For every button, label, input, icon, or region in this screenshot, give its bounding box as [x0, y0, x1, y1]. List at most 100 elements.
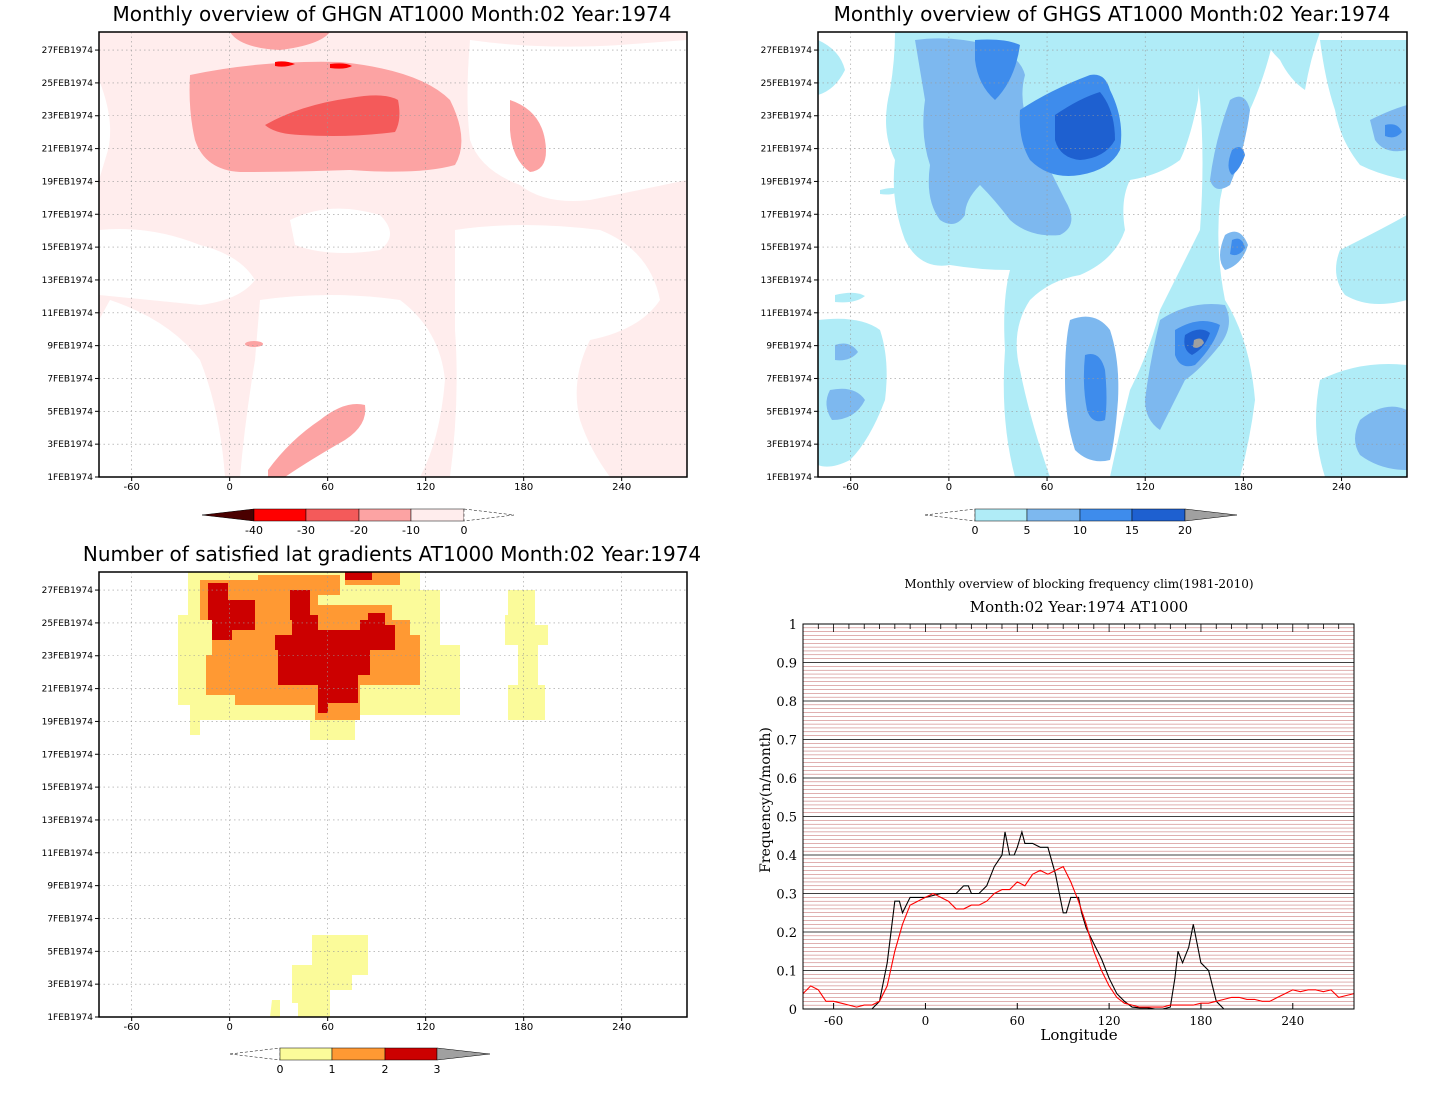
- y-tick-label: 15FEB1974: [42, 783, 94, 793]
- ghgn-white-region: [290, 208, 390, 254]
- ghgs-grid: [818, 32, 1407, 477]
- y-tick-label: 0.2: [776, 926, 797, 941]
- y-tick-label: 25FEB1974: [42, 619, 94, 629]
- ghgs-band-5-10: [826, 388, 865, 420]
- ghgs-colorbar-swatch: [1079, 508, 1133, 522]
- ghgn-colorbar-swatch: [463, 508, 515, 522]
- x-tick-label: 60: [321, 1022, 334, 1033]
- y-tick-label: 1: [789, 618, 797, 633]
- ghgs-band-10-15: [975, 39, 1020, 100]
- y-tick-label: 0.1: [776, 965, 797, 980]
- gradients-band-0-1: [292, 935, 368, 1017]
- y-tick-label: 27FEB1974: [761, 46, 813, 56]
- ghgs-colorbar-label: 5: [1024, 524, 1031, 537]
- y-tick-label: 23FEB1974: [761, 112, 813, 122]
- ghgn-white-region: [99, 80, 111, 180]
- ghgn-colorbar: -40 -30 -20 -10 0: [201, 508, 515, 537]
- gradients-colorbar-label: 3: [434, 1063, 441, 1076]
- ghgn-colorbar-swatch: [305, 508, 360, 522]
- ghgn-panel: Monthly overview of GHGN AT1000 Month:02…: [0, 0, 720, 545]
- x-tick-label: 240: [612, 1022, 631, 1033]
- ghgn-band-neg20: [265, 95, 400, 136]
- ghgn-x-axis: -60 0 60 120 180 240: [123, 477, 631, 493]
- y-tick-label: 15FEB1974: [42, 243, 94, 253]
- y-tick-label: 21FEB1974: [42, 145, 94, 155]
- blocking-panel: Monthly overview of blocking frequency c…: [720, 545, 1440, 1091]
- ghgs-colorbar-label: 20: [1178, 524, 1192, 537]
- y-tick-label: 11FEB1974: [761, 309, 813, 319]
- ghgn-colorbar-swatch: [358, 508, 412, 522]
- y-tick-label: 0.4: [776, 849, 797, 864]
- x-tick-label: 120: [1098, 1014, 1121, 1028]
- y-tick-label: 19FEB1974: [761, 177, 813, 187]
- ghgn-colorbar-label: 0: [461, 524, 468, 537]
- ghgs-x-axis: -60 0 60 120 180 240: [843, 477, 1351, 493]
- y-tick-label: 23FEB1974: [42, 112, 94, 122]
- y-tick-label: 13FEB1974: [42, 276, 94, 286]
- y-tick-label: 11FEB1974: [42, 849, 94, 859]
- gradients-band-0-1: [505, 590, 548, 720]
- y-tick-label: 5FEB1974: [47, 947, 93, 957]
- blocking-x-axis-label: Longitude: [1040, 1026, 1117, 1044]
- gradients-panel: Number of satisfied lat gradients AT1000…: [0, 542, 720, 1091]
- x-tick-label: 180: [514, 1022, 533, 1033]
- ghgn-band-neg10: [230, 32, 330, 50]
- y-tick-label: 0: [789, 1003, 797, 1018]
- y-tick-label: 9FEB1974: [766, 342, 812, 352]
- x-tick-label: 0: [922, 1014, 930, 1028]
- ghgs-band-0-5: [818, 40, 845, 95]
- ghgs-band-15-20: [1055, 92, 1115, 160]
- ghgn-colorbar-label: -40: [245, 524, 263, 537]
- x-tick-label: -60: [123, 1022, 139, 1033]
- y-tick-label: 17FEB1974: [42, 210, 94, 220]
- x-tick-label: 0: [946, 482, 952, 493]
- gradients-title: Number of satisfied lat gradients AT1000…: [83, 545, 701, 566]
- ghgs-colorbar-label: 10: [1073, 524, 1087, 537]
- y-tick-label: 11FEB1974: [42, 309, 94, 319]
- ghgn-chart: Monthly overview of GHGN AT1000 Month:02…: [42, 2, 688, 537]
- y-tick-label: 1FEB1974: [47, 473, 93, 483]
- gradients-colorbar-label: 1: [329, 1063, 336, 1076]
- blocking-title: Monthly overview of blocking frequency c…: [904, 577, 1253, 591]
- gradients-x-axis: -60 0 60 120 180 240: [123, 1017, 631, 1033]
- ghgn-colorbar-swatch: [201, 508, 255, 522]
- ghgn-band-neg30: [275, 61, 295, 67]
- y-tick-label: 27FEB1974: [42, 46, 94, 56]
- y-tick-label: 9FEB1974: [47, 342, 93, 352]
- x-tick-label: 180: [514, 482, 533, 493]
- y-tick-label: 1FEB1974: [47, 1013, 93, 1023]
- x-tick-label: -60: [824, 1014, 843, 1028]
- ghgn-band-neg10: [268, 404, 366, 477]
- ghgn-colorbar-swatch: [410, 508, 465, 522]
- ghgn-title: Monthly overview of GHGN AT1000 Month:02…: [113, 2, 672, 26]
- gradients-band-2-3: [208, 583, 255, 640]
- x-tick-label: 240: [612, 482, 631, 493]
- gradients-band-2-3: [345, 572, 372, 580]
- y-tick-label: 0.9: [776, 657, 797, 672]
- ghgn-colorbar-label: -20: [350, 524, 368, 537]
- ghgn-white-region: [99, 300, 225, 477]
- x-tick-label: -60: [123, 482, 139, 493]
- y-tick-label: 0.3: [776, 888, 797, 903]
- y-tick-label: 21FEB1974: [42, 685, 94, 695]
- ghgn-white-region: [450, 225, 660, 477]
- y-tick-label: 5FEB1974: [766, 407, 812, 417]
- x-tick-label: 120: [1136, 482, 1155, 493]
- y-tick-label: 0.6: [776, 772, 797, 787]
- ghgs-colorbar-swatch: [924, 508, 976, 522]
- x-tick-label: 180: [1234, 482, 1253, 493]
- ghgs-frame: [817, 31, 1408, 478]
- x-tick-label: 0: [226, 482, 232, 493]
- x-tick-label: 0: [226, 1022, 232, 1033]
- y-tick-label: 3FEB1974: [47, 440, 93, 450]
- y-tick-label: 7FEB1974: [47, 914, 93, 924]
- x-tick-label: 120: [416, 1022, 435, 1033]
- ghgs-colorbar: 0 5 10 15 20: [924, 508, 1238, 537]
- y-tick-label: 15FEB1974: [761, 243, 813, 253]
- ghgs-band-5-10: [835, 343, 858, 361]
- ghgs-band-0-5: [880, 188, 900, 195]
- ghgs-y-axis: 1FEB1974 3FEB1974 5FEB1974 7FEB1974 9FEB1974…: [761, 46, 818, 483]
- ghgs-band-5-10: [915, 38, 1072, 236]
- y-tick-label: 25FEB1974: [761, 79, 813, 89]
- x-tick-label: 120: [416, 482, 435, 493]
